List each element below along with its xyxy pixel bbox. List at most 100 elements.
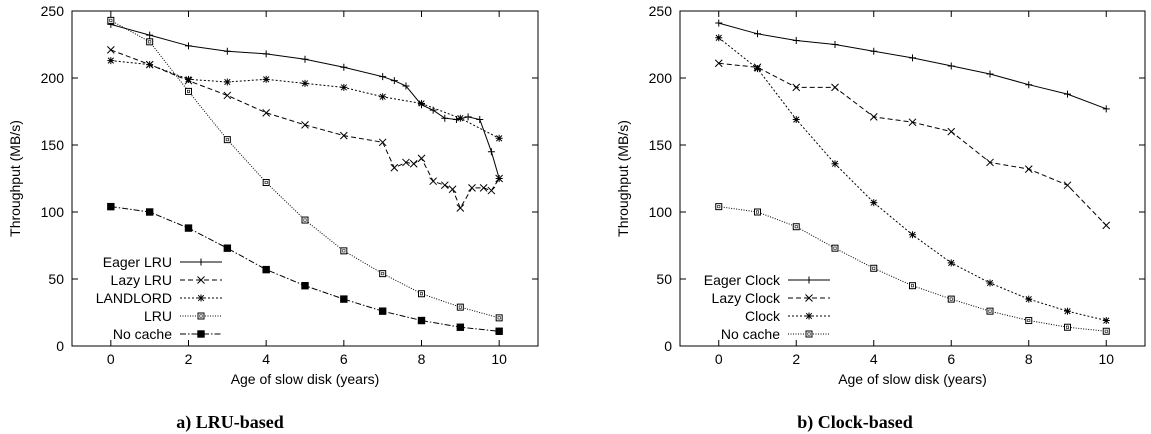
data-point: [185, 75, 192, 83]
y-tick-label: 150: [649, 137, 673, 153]
data-point: [1064, 323, 1071, 331]
data-point: [1102, 221, 1111, 230]
data-point: [947, 259, 955, 267]
data-point-inner: [458, 305, 462, 309]
data-point: [378, 138, 387, 147]
data-point-inner: [419, 292, 423, 296]
data-point: [448, 185, 457, 194]
legend-marker-inner: [807, 332, 811, 336]
data-point: [301, 79, 309, 87]
data-point: [986, 158, 994, 167]
data-point: [223, 47, 231, 55]
data-point: [1064, 90, 1071, 98]
data-point: [340, 63, 348, 71]
data-point: [909, 282, 916, 290]
data-point-inner: [264, 181, 268, 185]
data-point: [456, 323, 465, 331]
data-point: [1024, 165, 1033, 173]
series-lru: [107, 16, 503, 322]
data-point: [146, 38, 154, 46]
data-point: [487, 186, 496, 195]
series-eager-lru: [107, 20, 503, 182]
data-point: [479, 184, 488, 192]
series-lazy-clock: [714, 59, 1111, 230]
series-clock: [715, 34, 1110, 325]
data-point: [409, 159, 418, 168]
data-point: [402, 82, 410, 90]
data-point-inner: [755, 210, 759, 214]
legend-marker: [805, 330, 813, 338]
series-line: [110, 49, 500, 210]
data-point-inner: [833, 246, 837, 250]
data-point: [476, 116, 484, 124]
data-point: [440, 181, 449, 190]
data-point: [418, 99, 425, 107]
legend-label: No cache: [113, 326, 172, 342]
data-point: [487, 148, 495, 156]
x-tick-label: 10: [491, 351, 507, 367]
legend-marker: [805, 294, 813, 302]
data-point: [340, 295, 348, 303]
data-point: [223, 244, 232, 252]
data-point: [107, 202, 115, 211]
data-point: [792, 223, 800, 231]
x-tick-label: 4: [262, 351, 270, 367]
x-axis-label: Age of slow disk (years): [838, 371, 987, 387]
data-point: [715, 34, 723, 42]
y-tick-label: 200: [649, 70, 673, 86]
data-point: [495, 134, 503, 142]
data-point-inner: [109, 18, 113, 22]
legend-label: Lazy Clock: [712, 290, 781, 306]
x-tick-label: 8: [418, 351, 426, 367]
data-point: [909, 54, 916, 62]
data-point: [1064, 307, 1071, 315]
data-point-inner: [1104, 329, 1108, 333]
data-point-inner: [717, 205, 721, 209]
data-point: [184, 224, 193, 232]
data-point: [869, 113, 878, 121]
data-point: [831, 160, 839, 168]
series-lazy-lru: [106, 46, 504, 212]
data-point: [262, 179, 270, 187]
data-point: [223, 136, 231, 144]
x-tick-label: 4: [870, 351, 878, 367]
data-point-inner: [988, 309, 992, 313]
data-point: [908, 118, 917, 127]
data-point: [1102, 105, 1110, 113]
legend-label: Lazy LRU: [111, 272, 172, 288]
data-point: [456, 303, 464, 311]
data-point: [754, 30, 761, 38]
data-point: [495, 327, 503, 335]
data-point-inner: [148, 40, 152, 44]
y-tick-label: 50: [48, 271, 64, 287]
data-point-inner: [949, 297, 953, 301]
data-point: [301, 55, 309, 63]
data-point: [301, 282, 309, 290]
data-point: [301, 216, 309, 224]
x-axis-label: Age of slow disk (years): [231, 371, 380, 387]
data-point: [870, 47, 878, 55]
chart-panel-lru: 0 50 100 150 200 250 0 2 4 6 8 10 Age of slow disk (…: [7, 3, 539, 433]
data-point-inner: [1066, 325, 1070, 329]
plot-frame: [679, 10, 1146, 347]
series-line: [718, 62, 1107, 226]
data-point: [715, 203, 723, 211]
legend-label: Clock: [745, 308, 781, 324]
legend-marker: [805, 276, 813, 284]
data-point: [146, 61, 154, 69]
data-point-inner: [872, 266, 876, 270]
legend-label: Eager Clock: [704, 272, 781, 288]
series-landlord: [107, 57, 503, 142]
data-point: [456, 114, 464, 122]
y-tick-label: 100: [41, 204, 65, 220]
data-point: [107, 57, 115, 65]
legend-label: LRU: [144, 308, 172, 324]
data-point: [146, 31, 154, 39]
data-point: [468, 184, 476, 192]
chart-caption: a) LRU-based: [176, 412, 284, 433]
data-point: [831, 244, 839, 252]
data-point: [1025, 317, 1033, 325]
data-point-inner: [794, 225, 798, 229]
data-point: [417, 154, 426, 163]
